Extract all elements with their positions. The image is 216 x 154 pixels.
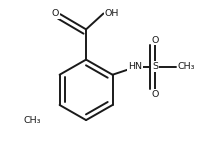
Text: CH₃: CH₃ [23, 116, 41, 125]
Text: CH₃: CH₃ [177, 62, 195, 71]
Text: O: O [51, 9, 59, 18]
Text: O: O [151, 90, 159, 99]
Text: OH: OH [105, 9, 119, 18]
Text: HN: HN [128, 62, 142, 71]
Text: S: S [152, 62, 158, 71]
Text: O: O [151, 36, 159, 45]
